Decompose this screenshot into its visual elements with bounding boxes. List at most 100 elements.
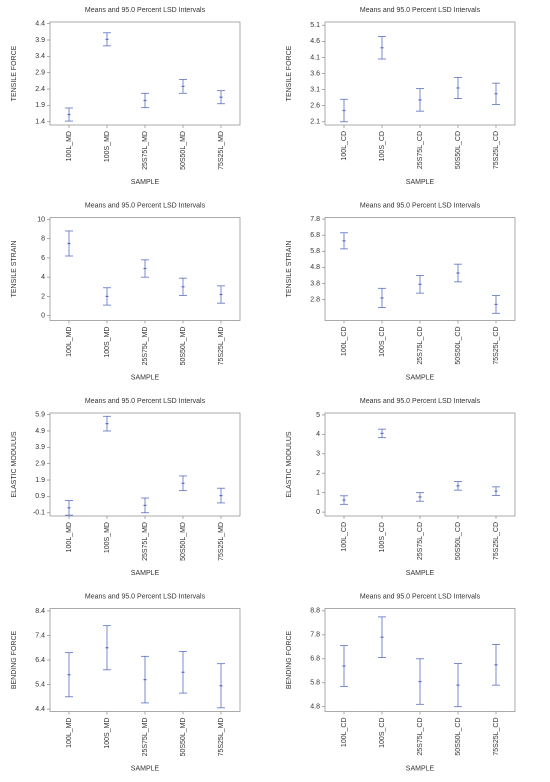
y-tick-label: 2.8 (310, 296, 320, 303)
y-tick-label: 3 (316, 451, 320, 458)
x-tick-label: 75S25L_MD (218, 327, 225, 366)
x-tick-label: 25S75L_MD (142, 131, 149, 170)
y-tick-label: 8 (41, 236, 45, 243)
y-tick-label: 3.1 (310, 86, 320, 93)
x-tick-label: 25S75L_MD (142, 327, 149, 366)
x-tick-label: 100L_CD (341, 327, 348, 357)
y-tick-label: 4 (41, 274, 45, 281)
x-tick-label: 50S50L_MD (180, 522, 187, 561)
plot-frame (324, 217, 516, 321)
x-axis-label: SAMPLE (131, 765, 160, 772)
x-tick-label: 100S_CD (379, 718, 386, 748)
y-tick-label: 1.4 (35, 119, 45, 126)
x-tick-label: 75S25L_MD (218, 131, 225, 170)
y-tick-label: 7.4 (35, 632, 45, 639)
y-tick-label: 2.1 (310, 119, 320, 126)
chart-title: Means and 95.0 Percent LSD Intervals (360, 593, 481, 600)
y-axis-label: TENSILE STRAIN (11, 241, 18, 298)
chart-title: Means and 95.0 Percent LSD Intervals (85, 7, 206, 14)
x-tick-label: 25S75L_CD (417, 718, 424, 756)
y-tick-label: 6.4 (35, 657, 45, 664)
y-axis-label: TENSILE FORCE (11, 45, 18, 101)
y-tick-label: 2.9 (35, 461, 45, 468)
x-tick-label: 75S25L_MD (218, 522, 225, 561)
x-tick-label: 100L_MD (66, 718, 73, 748)
y-tick-label: 7.8 (310, 632, 320, 639)
y-tick-label: 2.4 (35, 86, 45, 93)
y-tick-label: 1.9 (35, 102, 45, 109)
y-axis-label: ELASTIC MODULUS (11, 431, 18, 497)
x-tick-label: 100L_MD (66, 131, 73, 161)
y-tick-label: 10 (37, 216, 45, 223)
x-tick-label: 50S50L_CD (455, 718, 462, 756)
x-tick-label: 100S_MD (104, 522, 111, 553)
x-tick-label: 100S_MD (104, 327, 111, 358)
y-tick-label: 0 (41, 313, 45, 320)
x-axis-label: SAMPLE (131, 570, 160, 577)
y-axis-label: TENSILE STRAIN (286, 241, 293, 298)
y-tick-label: 4.4 (35, 706, 45, 713)
y-tick-label: 1 (316, 490, 320, 497)
x-axis-label: SAMPLE (406, 179, 435, 186)
y-tick-label: 4.1 (310, 54, 320, 61)
chart-title: Means and 95.0 Percent LSD Intervals (360, 398, 481, 405)
y-axis-label: BENDING FORCE (11, 631, 18, 690)
y-tick-label: 4.6 (310, 38, 320, 45)
x-tick-label: 100S_CD (379, 522, 386, 552)
y-tick-label: 4.8 (310, 264, 320, 271)
y-tick-label: 1.9 (35, 477, 45, 484)
y-tick-label: 6.8 (310, 656, 320, 663)
y-tick-label: 2.6 (310, 103, 320, 110)
y-axis-label: TENSILE FORCE (286, 45, 293, 101)
x-tick-label: 75S25L_CD (493, 522, 500, 560)
y-tick-label: 4.4 (35, 20, 45, 27)
x-tick-label: 75S25L_CD (493, 327, 500, 365)
x-tick-label: 100S_CD (379, 327, 386, 357)
y-tick-label: 3.9 (35, 444, 45, 451)
x-axis-label: SAMPLE (131, 179, 160, 186)
y-tick-label: 5.1 (310, 22, 320, 29)
x-tick-label: 25S75L_MD (142, 522, 149, 561)
x-tick-label: 50S50L_CD (455, 522, 462, 560)
x-tick-label: 100S_MD (104, 718, 111, 749)
plot-frame (49, 21, 241, 126)
x-tick-label: 75S25L_CD (493, 131, 500, 169)
y-tick-label: 3.6 (310, 70, 320, 77)
y-tick-label: 3.4 (35, 53, 45, 60)
x-tick-label: 100L_CD (341, 131, 348, 161)
x-tick-label: 75S25L_CD (493, 718, 500, 756)
chart-title: Means and 95.0 Percent LSD Intervals (85, 398, 206, 405)
chart-title: Means and 95.0 Percent LSD Intervals (360, 202, 481, 209)
chart-title: Means and 95.0 Percent LSD Intervals (360, 7, 481, 14)
y-tick-label: 5 (316, 412, 320, 419)
y-tick-label: 5.8 (310, 680, 320, 687)
y-tick-label: 5.9 (35, 411, 45, 418)
y-tick-label: 4.9 (35, 428, 45, 435)
y-tick-label: 5.8 (310, 248, 320, 255)
y-tick-label: 3.9 (35, 37, 45, 44)
x-tick-label: 25S75L_CD (417, 522, 424, 560)
y-axis-label: BENDING FORCE (286, 631, 293, 690)
y-tick-label: 5.4 (35, 681, 45, 688)
y-tick-label: 8.8 (310, 608, 320, 615)
x-axis-label: SAMPLE (406, 765, 435, 772)
y-tick-label: 4 (316, 431, 320, 438)
x-tick-label: 50S50L_MD (180, 131, 187, 170)
y-tick-label: 6.8 (310, 232, 320, 239)
y-tick-label: 3.8 (310, 280, 320, 287)
x-tick-label: 50S50L_CD (455, 327, 462, 365)
x-tick-label: 25S75L_CD (417, 131, 424, 169)
x-axis-label: SAMPLE (131, 374, 160, 381)
x-axis-label: SAMPLE (406, 374, 435, 381)
x-tick-label: 75S25L_MD (218, 718, 225, 757)
x-tick-label: 50S50L_CD (455, 131, 462, 169)
y-tick-label: 8.4 (35, 608, 45, 615)
x-tick-label: 100L_MD (66, 327, 73, 357)
y-tick-label: 2 (41, 293, 45, 300)
x-tick-label: 50S50L_MD (180, 327, 187, 366)
x-tick-label: 100S_MD (104, 131, 111, 162)
y-tick-label: 6 (41, 255, 45, 262)
x-tick-label: 25S75L_MD (142, 718, 149, 757)
chart-title: Means and 95.0 Percent LSD Intervals (85, 593, 206, 600)
